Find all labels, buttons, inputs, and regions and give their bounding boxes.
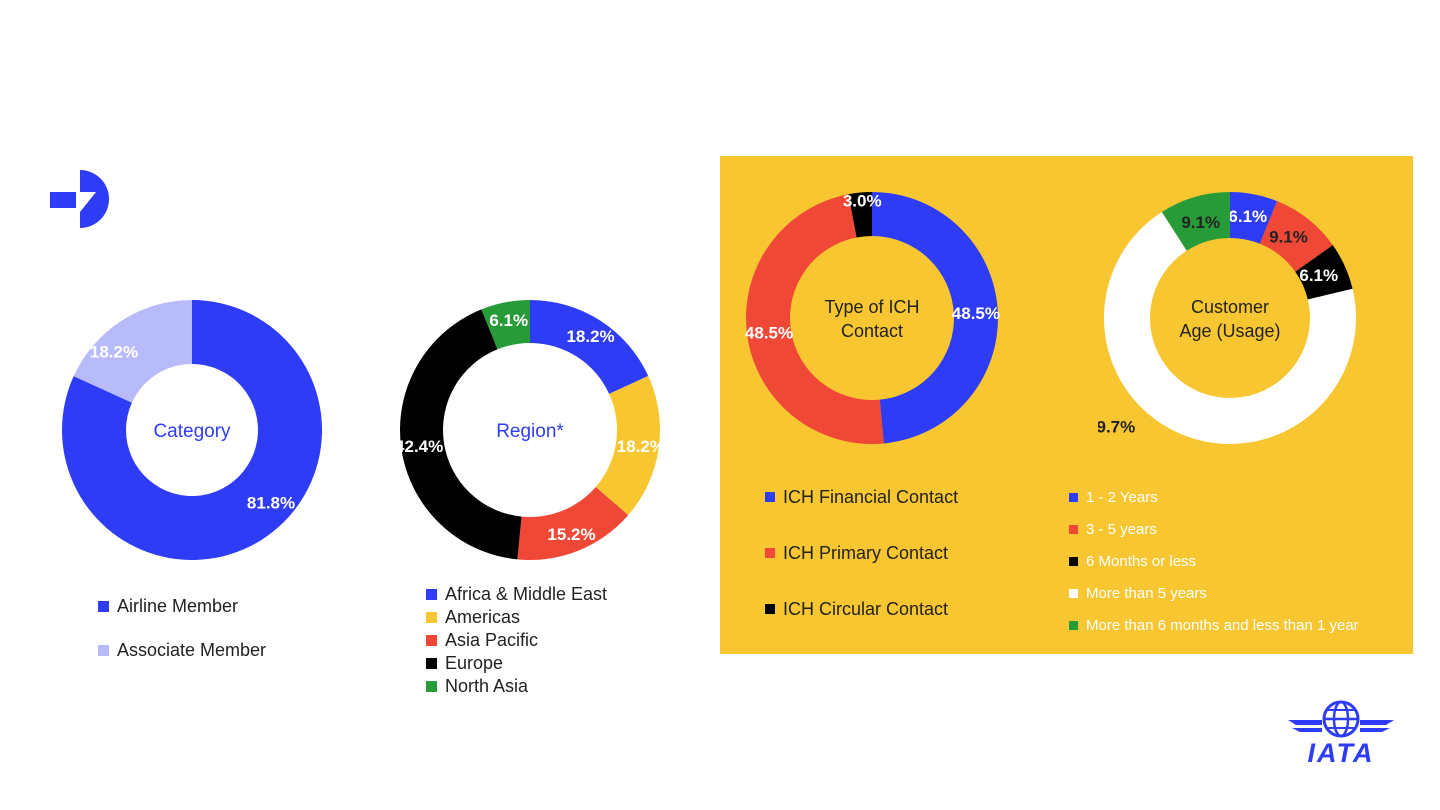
legend-item: More than 5 years	[1069, 577, 1359, 609]
slice-airline-member	[61, 300, 322, 560]
customer-age-legend: 1 - 2 Years 3 - 5 years 6 Months or less Mo…	[1069, 481, 1359, 641]
legend-swatch	[98, 600, 109, 612]
legend-swatch	[765, 548, 775, 558]
center-label: Category	[153, 421, 231, 442]
region-legend: Africa & Middle East Americas Asia Pacific…	[426, 583, 607, 698]
legend-swatch	[426, 658, 437, 669]
legend-label: 6 Months or less	[1086, 552, 1197, 570]
slice-ich-primary-contact	[746, 194, 884, 444]
legend-item: Airline Member	[98, 595, 266, 617]
legend-swatch	[1069, 524, 1078, 534]
legend-label: Asia Pacific	[445, 630, 539, 650]
region-donut-svg: 18.2% 18.2% 15.2% 42.4% 6.1% Region*	[395, 300, 665, 560]
category-donut-svg: 81.8% 18.2% Category	[61, 300, 322, 560]
legend-swatch	[765, 604, 775, 614]
legend-label: Africa & Middle East	[445, 584, 608, 604]
slice-africa-middle-east	[530, 300, 649, 394]
legend-item: ICH Financial Contact	[765, 486, 958, 508]
center-label: Contact	[841, 321, 903, 341]
legend-label: 1 - 2 Years	[1086, 488, 1158, 506]
data-label: 9.1%	[1269, 227, 1308, 246]
legend-label: Americas	[445, 607, 521, 627]
legend-item: Asia Pacific	[426, 629, 607, 652]
iata-wordmark: IATA	[1307, 738, 1375, 768]
data-label: 42.4%	[398, 437, 443, 456]
legend-item: Europe	[426, 652, 607, 675]
region-donut-chart: 18.2% 18.2% 15.2% 42.4% 6.1% Region*	[395, 298, 665, 562]
center-label: Age (Usage)	[1179, 321, 1280, 341]
legend-item: ICH Circular Contact	[765, 598, 958, 620]
legend-swatch	[98, 644, 109, 656]
data-label: 15.2%	[547, 525, 595, 544]
data-label: 18.2%	[90, 343, 138, 362]
legend-label: Associate Member	[117, 639, 267, 660]
legend-swatch	[1069, 556, 1078, 566]
slice-6-months-or-less	[1295, 245, 1353, 300]
legend-label: Europe	[445, 653, 504, 673]
data-label: 6.1%	[1228, 207, 1267, 226]
slice-more-than-6-months-and-less-than-1-year	[1161, 192, 1230, 251]
slice-associate-member	[73, 300, 192, 403]
ich-contact-donut-chart: 48.5% 48.5% 3.0% Type of ICH Contact	[740, 186, 1004, 450]
slice-ich-financial-contact	[872, 192, 998, 444]
legend-label: ICH Financial Contact	[783, 486, 959, 507]
data-label: 3.0%	[843, 191, 882, 210]
legend-swatch	[426, 681, 437, 692]
legend-label: North Asia	[445, 676, 529, 696]
slice-1-2-years	[1230, 192, 1278, 244]
legend-swatch	[765, 492, 775, 502]
legend-swatch	[1069, 620, 1078, 630]
iata-logo: IATA	[1286, 698, 1396, 768]
center-label: Customer	[1191, 297, 1269, 317]
data-label: 6.1%	[489, 311, 528, 330]
category-legend: Airline Member Associate Member	[98, 595, 266, 683]
legend-label: ICH Circular Contact	[783, 598, 949, 619]
slice-north-asia	[481, 300, 530, 350]
legend-swatch	[426, 635, 437, 646]
legend-label: More than 5 years	[1086, 584, 1207, 602]
legend-item: Associate Member	[98, 639, 266, 661]
brand-logo-icon	[50, 168, 112, 230]
data-label: 18.2%	[617, 437, 662, 456]
ich-contact-legend: ICH Financial Contact ICH Primary Contact…	[765, 486, 958, 654]
legend-item: 1 - 2 Years	[1069, 481, 1359, 513]
legend-label: 3 - 5 years	[1086, 520, 1157, 538]
legend-item: 3 - 5 years	[1069, 513, 1359, 545]
slice-europe	[399, 309, 522, 560]
slice-3-5-years	[1259, 201, 1333, 272]
legend-label: ICH Primary Contact	[783, 542, 949, 563]
legend-swatch	[426, 589, 437, 600]
slice-asia-pacific	[517, 486, 629, 560]
legend-swatch	[1069, 588, 1078, 598]
data-label: 69.7%	[1098, 417, 1135, 436]
data-label: 18.2%	[566, 327, 614, 346]
data-label: 48.5%	[952, 304, 1000, 323]
iata-globe-wings-icon	[1288, 700, 1394, 738]
legend-item: North Asia	[426, 675, 607, 698]
data-label: 81.8%	[247, 493, 295, 512]
category-donut-chart: 81.8% 18.2% Category	[60, 298, 324, 562]
slice-more-than-5-years	[1104, 212, 1356, 444]
legend-item: Africa & Middle East	[426, 583, 607, 606]
legend-item: ICH Primary Contact	[765, 542, 958, 564]
legend-item: Americas	[426, 606, 607, 629]
slice-americas	[595, 375, 660, 516]
center-label: Type of ICH	[824, 297, 919, 317]
data-label: 6.1%	[1299, 266, 1338, 285]
legend-label: More than 6 months and less than 1 year	[1086, 616, 1359, 634]
legend-swatch	[426, 612, 437, 623]
ich-contact-donut-svg: 48.5% 48.5% 3.0% Type of ICH Contact	[745, 191, 1000, 444]
data-label: 9.1%	[1181, 213, 1220, 232]
center-label: Region*	[496, 421, 564, 442]
legend-item: 6 Months or less	[1069, 545, 1359, 577]
slice-ich-circular-contact	[848, 192, 872, 238]
data-label: 48.5%	[745, 324, 793, 343]
legend-swatch	[1069, 492, 1078, 502]
legend-item: More than 6 months and less than 1 year	[1069, 609, 1359, 641]
legend-label: Airline Member	[117, 595, 239, 616]
